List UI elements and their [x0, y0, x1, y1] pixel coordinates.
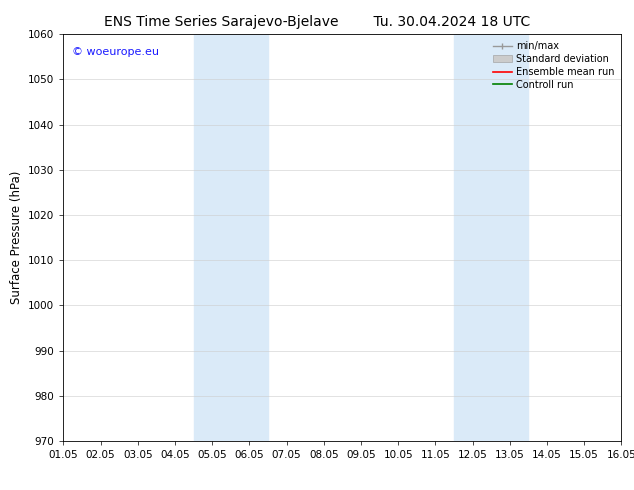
Bar [193, 34, 268, 441]
Text: © woeurope.eu: © woeurope.eu [72, 47, 158, 56]
Text: ENS Time Series Sarajevo-Bjelave        Tu. 30.04.2024 18 UTC: ENS Time Series Sarajevo-Bjelave Tu. 30.… [104, 15, 530, 29]
Y-axis label: Surface Pressure (hPa): Surface Pressure (hPa) [10, 171, 23, 304]
Bar [454, 34, 528, 441]
Legend: min/max, Standard deviation, Ensemble mean run, Controll run: min/max, Standard deviation, Ensemble me… [491, 39, 616, 92]
